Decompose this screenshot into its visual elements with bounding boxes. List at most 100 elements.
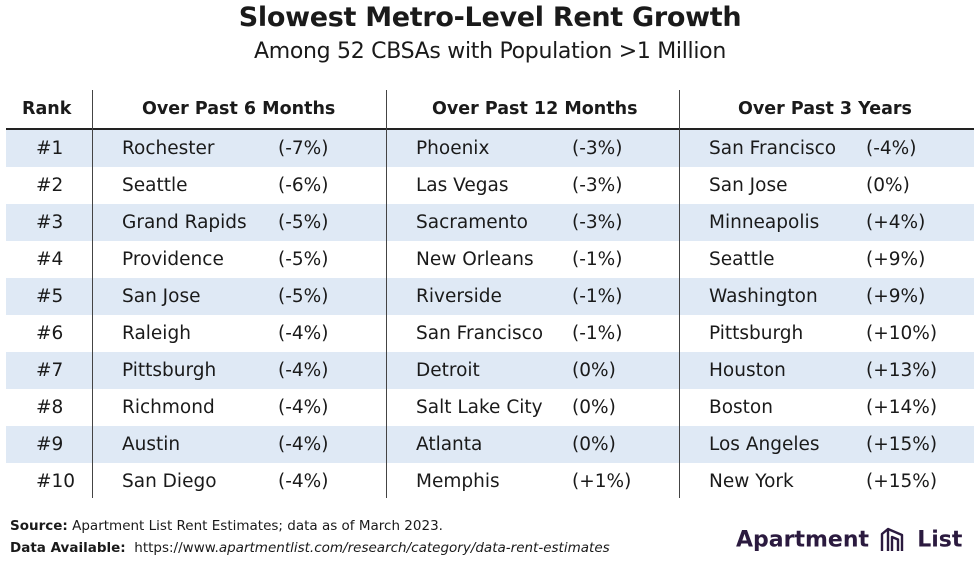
column-divider [679,90,680,498]
city-12-month-cell: Phoenix [416,138,490,159]
city-3-year-cell: Houston [709,360,786,381]
table-row: #2 Seattle (-6%) Las Vegas (-3%) San Jose (0%) [6,167,974,204]
change-3-year-cell: (+15%) [866,471,938,492]
city-12-month-cell: Salt Lake City [416,397,543,418]
city-12-month-cell: Las Vegas [416,175,509,196]
change-6-month-cell: (-5%) [278,249,329,270]
data-available-link[interactable]: apartmentlist.com/research/category/data… [218,540,610,556]
city-3-year-cell: New York [709,471,794,492]
data-available-prefix: https://www. [134,540,219,556]
table-row: #3 Grand Rapids (-5%) Sacramento (-3%) Minnea… [6,204,974,241]
city-12-month-cell: Detroit [416,360,480,381]
city-12-month-cell: San Francisco [416,323,544,344]
city-12-month-cell: Atlanta [416,434,483,455]
apartment-list-logo-icon [880,527,904,551]
rank-cell: #7 [36,360,64,381]
change-3-year-cell: (+9%) [866,286,926,307]
rank-cell: #2 [36,175,64,196]
change-6-month-cell: (-5%) [278,286,329,307]
rank-cell: #9 [36,434,64,455]
city-3-year-cell: Washington [709,286,818,307]
header-3-years: Over Past 3 Years [738,99,912,119]
rank-cell: #6 [36,323,64,344]
change-12-month-cell: (0%) [572,360,616,381]
change-12-month-cell: (-3%) [572,212,623,233]
change-6-month-cell: (-5%) [278,212,329,233]
city-6-month-cell: Providence [122,249,224,270]
change-3-year-cell: (+10%) [866,323,938,344]
rank-cell: #1 [36,138,64,159]
change-6-month-cell: (-4%) [278,434,329,455]
change-12-month-cell: (-1%) [572,286,623,307]
table-row: #7 Pittsburgh (-4%) Detroit (0%) Houston (+13%… [6,352,974,389]
city-12-month-cell: New Orleans [416,249,534,270]
source-text: Apartment List Rent Estimates; data as o… [72,518,443,534]
change-6-month-cell: (-7%) [278,138,329,159]
header-6-months: Over Past 6 Months [142,99,336,119]
change-6-month-cell: (-6%) [278,175,329,196]
city-6-month-cell: Rochester [122,138,215,159]
change-3-year-cell: (+14%) [866,397,938,418]
data-available-note: Data Available: https://www.apartmentlis… [10,540,610,556]
change-12-month-cell: (-1%) [572,249,623,270]
city-6-month-cell: San Diego [122,471,217,492]
change-6-month-cell: (-4%) [278,397,329,418]
change-6-month-cell: (-4%) [278,471,329,492]
city-3-year-cell: Seattle [709,249,775,270]
rank-cell: #3 [36,212,64,233]
city-6-month-cell: Pittsburgh [122,360,217,381]
city-3-year-cell: Los Angeles [709,434,820,455]
table-row: #8 Richmond (-4%) Salt Lake City (0%) Boston (… [6,389,974,426]
rank-cell: #8 [36,397,64,418]
logo-word-list: List [917,527,963,553]
change-12-month-cell: (+1%) [572,471,632,492]
city-12-month-cell: Sacramento [416,212,528,233]
change-12-month-cell: (0%) [572,434,616,455]
rank-cell: #4 [36,249,64,270]
change-3-year-cell: (0%) [866,175,910,196]
logo-word-apartment: Apartment [736,527,870,553]
table-row: #10 San Diego (-4%) Memphis (+1%) New York (+1… [6,463,974,500]
table-row: #9 Austin (-4%) Atlanta (0%) Los Angeles (+15%… [6,426,974,463]
rent-growth-table: Rank Over Past 6 Months Over Past 12 Mon… [0,90,980,500]
city-6-month-cell: Richmond [122,397,215,418]
city-6-month-cell: Seattle [122,175,188,196]
city-6-month-cell: Grand Rapids [122,212,247,233]
change-3-year-cell: (+13%) [866,360,938,381]
change-12-month-cell: (0%) [572,397,616,418]
city-3-year-cell: Minneapolis [709,212,820,233]
change-12-month-cell: (-3%) [572,138,623,159]
city-6-month-cell: San Jose [122,286,201,307]
chart-subtitle: Among 52 CBSAs with Population >1 Millio… [254,39,726,64]
city-12-month-cell: Memphis [416,471,500,492]
change-3-year-cell: (+15%) [866,434,938,455]
change-12-month-cell: (-1%) [572,323,623,344]
change-3-year-cell: (+9%) [866,249,926,270]
header-rule [6,128,974,130]
city-6-month-cell: Raleigh [122,323,191,344]
change-3-year-cell: (-4%) [866,138,917,159]
source-note: Source: Apartment List Rent Estimates; d… [10,518,443,534]
rank-cell: #10 [36,471,76,492]
rank-cell: #5 [36,286,64,307]
city-3-year-cell: Boston [709,397,773,418]
table-row: #1 Rochester (-7%) Phoenix (-3%) San Francisc… [6,130,974,167]
apartment-list-logo: Apartment List [736,525,962,561]
city-6-month-cell: Austin [122,434,181,455]
header-rank: Rank [22,99,72,119]
source-label: Source: [10,518,68,534]
city-3-year-cell: San Jose [709,175,788,196]
city-3-year-cell: Pittsburgh [709,323,804,344]
city-3-year-cell: San Francisco [709,138,837,159]
header-12-months: Over Past 12 Months [432,99,638,119]
change-6-month-cell: (-4%) [278,360,329,381]
column-divider [92,90,93,498]
table-row: #5 San Jose (-5%) Riverside (-1%) Washington (… [6,278,974,315]
change-6-month-cell: (-4%) [278,323,329,344]
table-row: #4 Providence (-5%) New Orleans (-1%) Seattle… [6,241,974,278]
city-12-month-cell: Riverside [416,286,502,307]
chart-title: Slowest Metro-Level Rent Growth [238,2,742,33]
change-3-year-cell: (+4%) [866,212,926,233]
table-row: #6 Raleigh (-4%) San Francisco (-1%) Pittsbur… [6,315,974,352]
data-available-label: Data Available: [10,540,126,556]
